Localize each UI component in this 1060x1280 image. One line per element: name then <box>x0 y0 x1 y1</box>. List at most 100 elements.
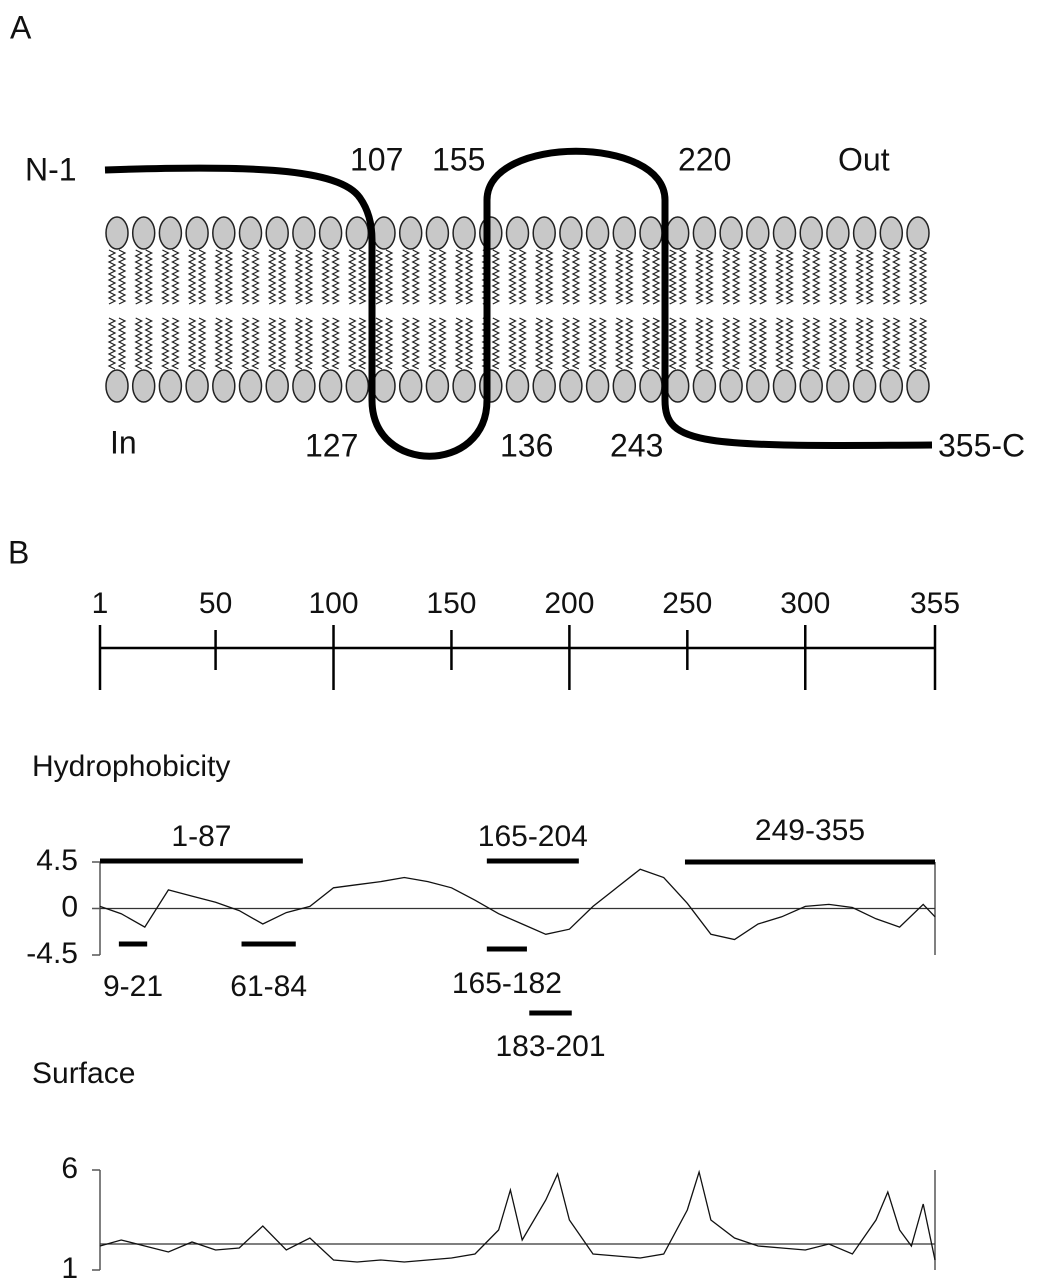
lipid-tail <box>331 249 340 305</box>
lipid-tail <box>294 249 304 305</box>
lipid-tail <box>251 317 260 370</box>
lipid-tail <box>464 317 474 370</box>
lipid-tail <box>374 249 384 305</box>
lipid-tail <box>107 317 117 370</box>
lipid-head <box>185 369 209 403</box>
region-label: 165-204 <box>478 820 588 853</box>
lipid-tail <box>117 249 127 305</box>
lipid-tail <box>855 317 864 370</box>
tick-label: 150 <box>426 587 476 620</box>
lipid-head <box>238 369 263 403</box>
lipid-tail <box>438 249 447 305</box>
side-label: Out <box>838 141 890 177</box>
lipid-tail <box>891 249 901 305</box>
lipid-tail <box>614 249 624 305</box>
lipid-head <box>158 369 183 403</box>
lipid-tail <box>251 249 260 305</box>
lipid-tail <box>224 317 234 370</box>
lipid-head <box>826 369 850 403</box>
lipid-tail <box>748 249 758 305</box>
lipid-tail <box>571 249 581 305</box>
lipid-tail <box>508 317 517 370</box>
tick-label: 300 <box>780 587 830 620</box>
lipid-tail <box>411 317 421 370</box>
lipid-head <box>212 369 236 403</box>
lipid-head <box>532 369 556 403</box>
region-label: 183-201 <box>495 1030 605 1063</box>
lipid-tail <box>321 317 330 370</box>
lipid-head <box>799 369 823 403</box>
lipid-tail <box>534 249 544 305</box>
lipid-head <box>398 369 423 403</box>
lipid-tail <box>321 249 330 305</box>
lipid-head <box>158 216 183 250</box>
lipid-tail <box>171 317 180 370</box>
lipid-tail <box>401 249 411 305</box>
lipid-tail <box>214 317 224 370</box>
lipid-tail <box>197 249 207 305</box>
lipid-tail <box>428 317 437 370</box>
lipid-tail <box>624 249 634 305</box>
n-terminus: N-1 <box>25 151 77 187</box>
tick-label: 355 <box>910 587 960 620</box>
lipid-tail <box>785 317 794 370</box>
lipid-tail <box>721 317 731 370</box>
lipid-tail <box>785 249 794 305</box>
lipid-tail <box>838 249 848 305</box>
lipid-head <box>906 216 930 250</box>
lipid-tail <box>304 317 314 370</box>
profile-line <box>99 1169 936 1263</box>
lipid-tail <box>801 317 811 370</box>
lipid-tail <box>881 317 891 370</box>
lipid-head <box>772 216 797 250</box>
lipid-tail <box>384 317 394 370</box>
lipid-tail <box>161 317 170 370</box>
lipid-tail <box>171 249 180 305</box>
lipid-head <box>452 369 476 403</box>
lipid-head <box>639 216 663 250</box>
lipid-tail <box>614 317 624 370</box>
lipid-head <box>746 216 770 250</box>
chart-title: Surface <box>32 1057 135 1090</box>
position-label: 127 <box>305 427 358 463</box>
panel-label: A <box>10 9 32 45</box>
y-tick-label: 6 <box>61 1152 78 1185</box>
lipid-tail <box>357 249 367 305</box>
y-tick-label: -4.5 <box>26 937 78 970</box>
lipid-head <box>452 216 476 250</box>
lipid-tail <box>855 249 864 305</box>
lipid-head <box>479 216 503 250</box>
lipid-head <box>292 216 316 250</box>
lipid-tail <box>678 249 688 305</box>
lipid-head <box>746 369 770 403</box>
membrane <box>105 216 930 403</box>
lipid-tail <box>598 249 607 305</box>
panel-label: B <box>8 534 29 570</box>
lipid-tail <box>267 249 277 305</box>
lipid-tail <box>918 317 928 370</box>
region-label: 249-355 <box>755 814 865 847</box>
lipid-head <box>906 369 930 403</box>
lipid-tail <box>277 317 287 370</box>
lipid-tail <box>347 249 357 305</box>
y-tick-label: 0 <box>61 890 78 923</box>
position-label: 243 <box>610 427 663 463</box>
tick-label: 50 <box>199 587 232 620</box>
lipid-tail <box>134 249 144 305</box>
lipid-head <box>185 216 209 250</box>
lipid-head <box>852 216 877 250</box>
y-tick-label: 4.5 <box>36 844 78 877</box>
lipid-tail <box>144 317 154 370</box>
lipid-tail <box>107 249 117 305</box>
lipid-tail <box>454 249 464 305</box>
lipid-head <box>345 216 370 250</box>
lipid-tail <box>908 317 918 370</box>
profile-line <box>99 868 936 941</box>
tick-label: 1 <box>92 587 109 620</box>
lipid-tail <box>598 317 607 370</box>
lipid-tail <box>144 249 154 305</box>
lipid-tail <box>678 317 688 370</box>
lipid-tail <box>705 249 714 305</box>
lipid-tail <box>641 317 651 370</box>
lipid-tail <box>267 317 277 370</box>
